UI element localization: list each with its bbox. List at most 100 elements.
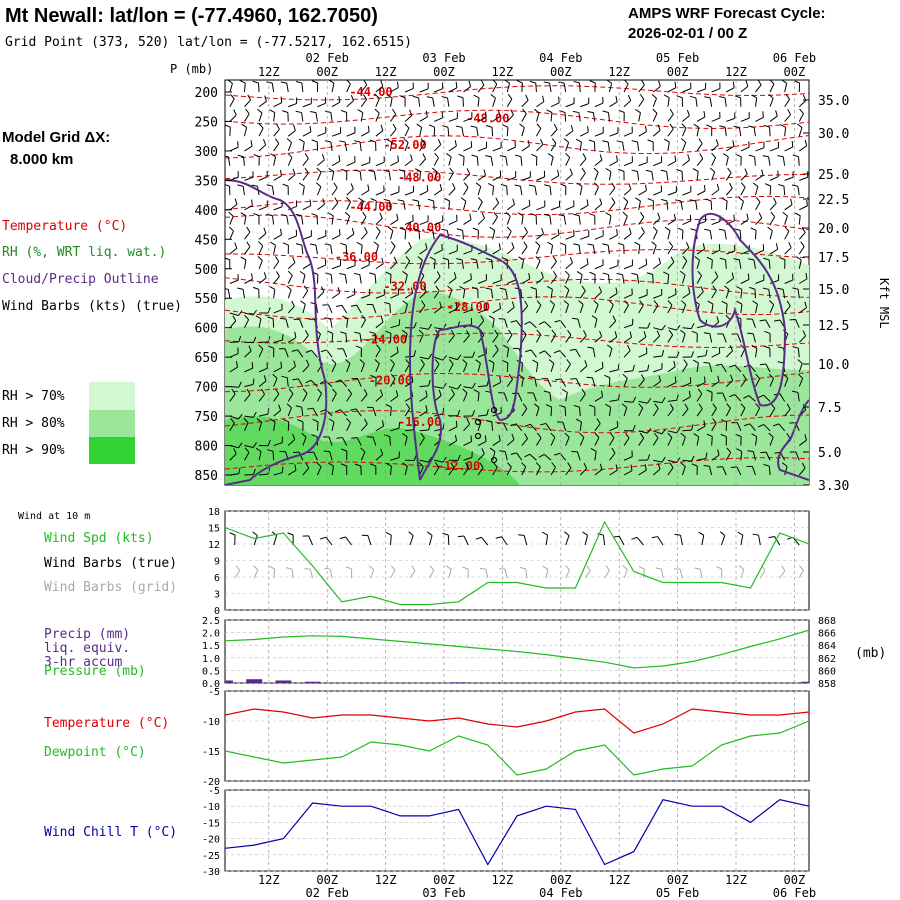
wind-barb [743, 395, 749, 399]
wind-barb [419, 190, 428, 196]
wind-barb [711, 290, 717, 299]
wind-barb [667, 366, 676, 373]
wind-barb [237, 154, 244, 158]
wind-barb [765, 363, 771, 373]
wind-barb [253, 535, 258, 546]
wind-barb [632, 364, 635, 371]
wind-barb [564, 112, 567, 122]
wind-barb [258, 101, 267, 108]
wind-barb [674, 199, 682, 202]
wind-barb [244, 278, 253, 284]
wind-barb [521, 377, 524, 387]
wind-barb [696, 458, 706, 461]
wind-barb [720, 535, 726, 546]
wind-barb [434, 152, 439, 159]
wind-barb [622, 373, 628, 379]
wind-barb [375, 191, 385, 196]
wind-barb [404, 159, 413, 167]
wind-barb [442, 355, 448, 361]
wind-barb [638, 162, 648, 167]
wind-barb [478, 414, 488, 417]
wind-barb [667, 219, 676, 226]
wind-barb [755, 197, 761, 203]
temperature-panel: Temperature (°C) Dewpoint (°C) -5-10-15-… [44, 687, 810, 788]
axis-tick-label: 9 [214, 557, 220, 568]
legend-wind-barbs: Wind Barbs (kts) (true) [2, 299, 182, 314]
wind-barb [740, 173, 748, 181]
wind-barb [804, 139, 808, 146]
wind-barb [564, 531, 570, 536]
wind-barb [682, 115, 690, 122]
wind-barb [696, 291, 704, 299]
wind-barb [521, 113, 527, 122]
wind-barb [244, 319, 250, 328]
height-axis: 35.030.025.022.520.017.515.012.510.07.55… [803, 94, 849, 494]
hour-tick-label: 12Z [375, 873, 397, 887]
height-tick-label: 3.30 [818, 479, 849, 494]
wind-barb-grid [304, 568, 311, 570]
wind-barb [623, 83, 629, 93]
wind-barb [711, 276, 719, 284]
wind-barb [578, 82, 581, 93]
wind-barb [763, 394, 771, 402]
wind-barb [341, 305, 348, 314]
wind-barb [607, 245, 610, 255]
wind-barb [711, 259, 713, 269]
wind-barb [492, 98, 496, 107]
wind-barb [661, 397, 666, 403]
wind-barb [765, 451, 771, 461]
wind-barb [758, 423, 764, 428]
wind-barb [521, 278, 530, 284]
wind-barb [667, 327, 677, 331]
wind-barb [521, 215, 524, 225]
wind-barb [419, 333, 424, 343]
wind-barb [569, 348, 576, 351]
wind-barb [594, 336, 602, 343]
wind-barb [374, 359, 380, 364]
wind-barb [639, 94, 645, 100]
wind-barb [472, 227, 479, 231]
wind-barb [436, 271, 441, 277]
wind-barb [455, 125, 463, 128]
wind-barb [389, 436, 391, 446]
wind-barb [711, 436, 713, 446]
axis-tick-label: 2.5 [202, 616, 220, 627]
wind-barb [520, 156, 523, 166]
model-grid-label: Model Grid ΔX: [2, 129, 110, 146]
wind-barb [611, 447, 616, 454]
wind-barb [302, 235, 312, 240]
wind-barb [725, 350, 733, 358]
wind-barb [725, 380, 734, 387]
wind-barb [330, 112, 333, 122]
wind-barb [575, 349, 581, 358]
wind-barb [350, 183, 354, 190]
wind-barb [390, 191, 400, 196]
wind-barb [286, 138, 292, 143]
wind-barb [385, 404, 392, 408]
wind-barb [506, 379, 513, 387]
wind-barb [402, 462, 408, 467]
wind-barb [798, 215, 801, 225]
wind-barb [711, 171, 716, 181]
wind-barb [233, 448, 237, 455]
precip-bar [275, 680, 292, 683]
rh90-region [225, 416, 520, 485]
wind-barb [408, 241, 412, 248]
wind-barb [592, 245, 596, 255]
wind-barb [631, 536, 638, 540]
wind-panel-header: Wind at 10 m [18, 511, 90, 522]
windchill-axis: -5-10-15-20-25-30 [202, 786, 220, 878]
pressure-tick-label: 750 [195, 410, 218, 425]
wind-barb [536, 329, 542, 335]
wind-barb [492, 186, 495, 196]
wind-barb [419, 305, 426, 314]
precip-bar [246, 679, 263, 683]
wind-barb [784, 279, 794, 284]
wind-barb [244, 445, 254, 449]
wind-barb [486, 125, 493, 128]
wind-barb [533, 403, 540, 408]
wind-barb [578, 112, 581, 122]
wind-barb [285, 318, 289, 328]
wind-barb [653, 191, 662, 196]
wind-barb [550, 407, 553, 417]
